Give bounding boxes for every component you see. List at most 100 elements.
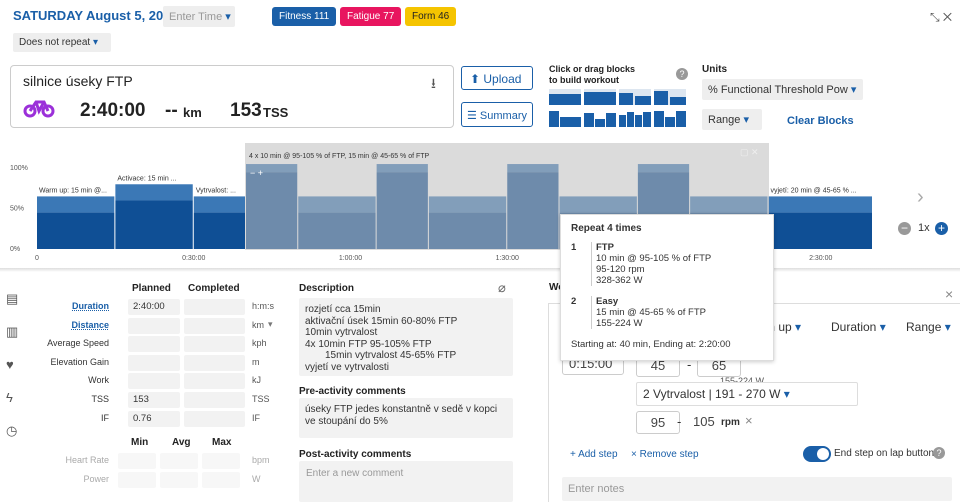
minmax-label: Power	[83, 473, 109, 484]
step-label: Vytrvalost: ...	[196, 187, 236, 194]
next-arrow[interactable]: ›	[917, 186, 924, 208]
x-tick-label: 1:30:00	[496, 255, 519, 262]
cad-high[interactable]: 105	[687, 411, 717, 432]
hint-line: to build workout	[549, 75, 619, 85]
description-box[interactable]: rozjetí cca 15min aktivační úsek 15min 60…	[299, 298, 513, 376]
date: SATURDAY August 5, 2023	[13, 8, 178, 23]
repeat-label: 4 x 10 min @ 95-105 % of FTP, 15 min @ 4…	[249, 153, 430, 160]
heart-icon[interactable]: ♥	[6, 357, 14, 372]
bike-icon	[23, 100, 55, 118]
step-low	[115, 200, 193, 249]
duration-mode[interactable]: Duration	[825, 316, 895, 338]
notes-input[interactable]: Enter notes	[562, 477, 952, 501]
step-low	[37, 212, 115, 249]
form-badge: Form 46	[405, 7, 457, 26]
workout-tss: 153	[230, 100, 262, 121]
minmax-label: Heart Rate	[65, 455, 109, 465]
stats-unit: km	[252, 319, 264, 330]
stats-unit: h:m:s	[252, 301, 275, 311]
tooltip-title: Repeat 4 times	[571, 223, 642, 234]
x-tick-label: 1:00:00	[339, 255, 362, 262]
cad-clear[interactable]: ×	[745, 413, 753, 428]
tooltip-footer: Starting at: 40 min, Ending at: 2:20:00	[571, 339, 731, 350]
minmax-unit: bpm	[252, 455, 270, 465]
stats-icon[interactable]: ▥	[6, 324, 19, 339]
bolt-icon[interactable]: ϟ	[6, 390, 13, 405]
range-dropdown[interactable]: Range	[702, 109, 762, 130]
minmax-input	[160, 471, 198, 488]
tooltip-item: 2 Easy 15 min @ 45-65 % of FTP 155-224 W	[571, 296, 763, 329]
fatigue-badge: Fatigue 77	[340, 7, 402, 26]
file-icon[interactable]: ▤	[6, 291, 19, 306]
completed-input	[184, 410, 245, 427]
planned-input	[128, 354, 180, 371]
panel-title: Wo	[549, 282, 565, 293]
attach-icon[interactable]: ⌀	[498, 280, 506, 295]
minmax-header: Avg	[172, 437, 191, 448]
x-tick-label: 2:30:00	[809, 255, 832, 262]
zone-dropdown[interactable]: 2 Vytrvalost | 191 - 270 W	[636, 382, 858, 406]
collapse-icon[interactable]: ⤡ ✕	[930, 10, 953, 24]
stats-unit: kph	[252, 338, 267, 349]
fitness-badge: Fitness 111	[272, 7, 337, 26]
time-dropdown[interactable]: Enter Time	[163, 6, 235, 27]
step-range	[193, 196, 245, 213]
watts: 155-224 W	[720, 376, 765, 386]
x-tick-label: 0	[35, 255, 39, 262]
stats-header: Planned	[132, 283, 171, 294]
lap-toggle[interactable]	[803, 446, 831, 462]
x-tick-label: 0:30:00	[182, 255, 205, 262]
step-range	[37, 196, 115, 213]
close-icon[interactable]: ×	[945, 286, 954, 302]
step-label: Activace: 15 min ...	[117, 175, 176, 182]
completed-input	[184, 336, 245, 353]
description-title: Description	[299, 283, 355, 294]
zoom-out[interactable]: −	[898, 222, 911, 235]
repeat-dropdown[interactable]: Does not repeat	[13, 33, 111, 52]
completed-input	[184, 299, 245, 315]
cad-unit: rpm	[721, 417, 740, 428]
tooltip: Repeat 4 times 1 FTP 10 min @ 95-105 % of …	[560, 214, 774, 361]
item-line: 10 min @ 95-105 % of FTP	[596, 253, 712, 264]
workout-title: silnice úseky FTP	[23, 73, 133, 89]
help-icon[interactable]: ?	[676, 68, 688, 80]
remove-step[interactable]: × Remove step	[631, 449, 699, 460]
upload-label: Upload	[483, 72, 522, 86]
completed-input	[184, 354, 245, 371]
cad-low[interactable]: 95	[636, 411, 680, 434]
item-line: 15 min @ 45-65 % of FTP	[596, 307, 706, 318]
zoom-in[interactable]: +	[935, 222, 948, 235]
planned-input	[128, 317, 180, 334]
planned-input: 153	[128, 392, 180, 408]
zoom-level: 1x	[918, 222, 930, 234]
clear-blocks[interactable]: Clear Blocks	[787, 115, 854, 127]
description-line: 4x 10min FTP 95-105% FTP	[305, 338, 432, 350]
pre-text[interactable]: úseky FTP jedes konstantně v sedě v kopc…	[299, 398, 513, 438]
description-line: vyjetí ve vytrvalosti	[305, 361, 389, 373]
stats-label: Elevation Gain	[50, 356, 109, 367]
units-dropdown[interactable]: % Functional Threshold Pow	[702, 79, 863, 100]
post-input[interactable]: Enter a new comment	[299, 461, 513, 502]
minmax-input	[118, 471, 156, 488]
upload-button[interactable]: ⬆ Upload	[461, 66, 533, 90]
add-step[interactable]: + Add step	[570, 449, 618, 460]
range-mode[interactable]: Range	[900, 316, 952, 338]
stats-label: Distance	[71, 319, 109, 330]
lap-help[interactable]: ?	[933, 447, 945, 459]
completed-input	[184, 373, 245, 390]
divider	[0, 268, 960, 272]
step-low	[193, 212, 245, 249]
summary-button[interactable]: ☰ Summary	[461, 102, 533, 127]
workout-chart: 0%50%100%00:30:001:00:001:30:002:00:002:…	[10, 143, 872, 262]
download-icon[interactable]: ⭳	[431, 75, 436, 91]
post-title: Post-activity comments	[299, 449, 412, 460]
unit-caret: ▾	[268, 318, 273, 329]
planned-input: 2:40:00	[128, 299, 180, 315]
builder-hint: Click or drag blocks to build workout	[549, 64, 635, 86]
item-index: 1	[571, 242, 577, 253]
description-line: 15min vytrvalost 45-65% FTP	[325, 350, 457, 361]
planned-input	[128, 336, 180, 353]
clock-icon[interactable]: ◷	[6, 423, 18, 438]
item-index: 2	[571, 296, 577, 307]
